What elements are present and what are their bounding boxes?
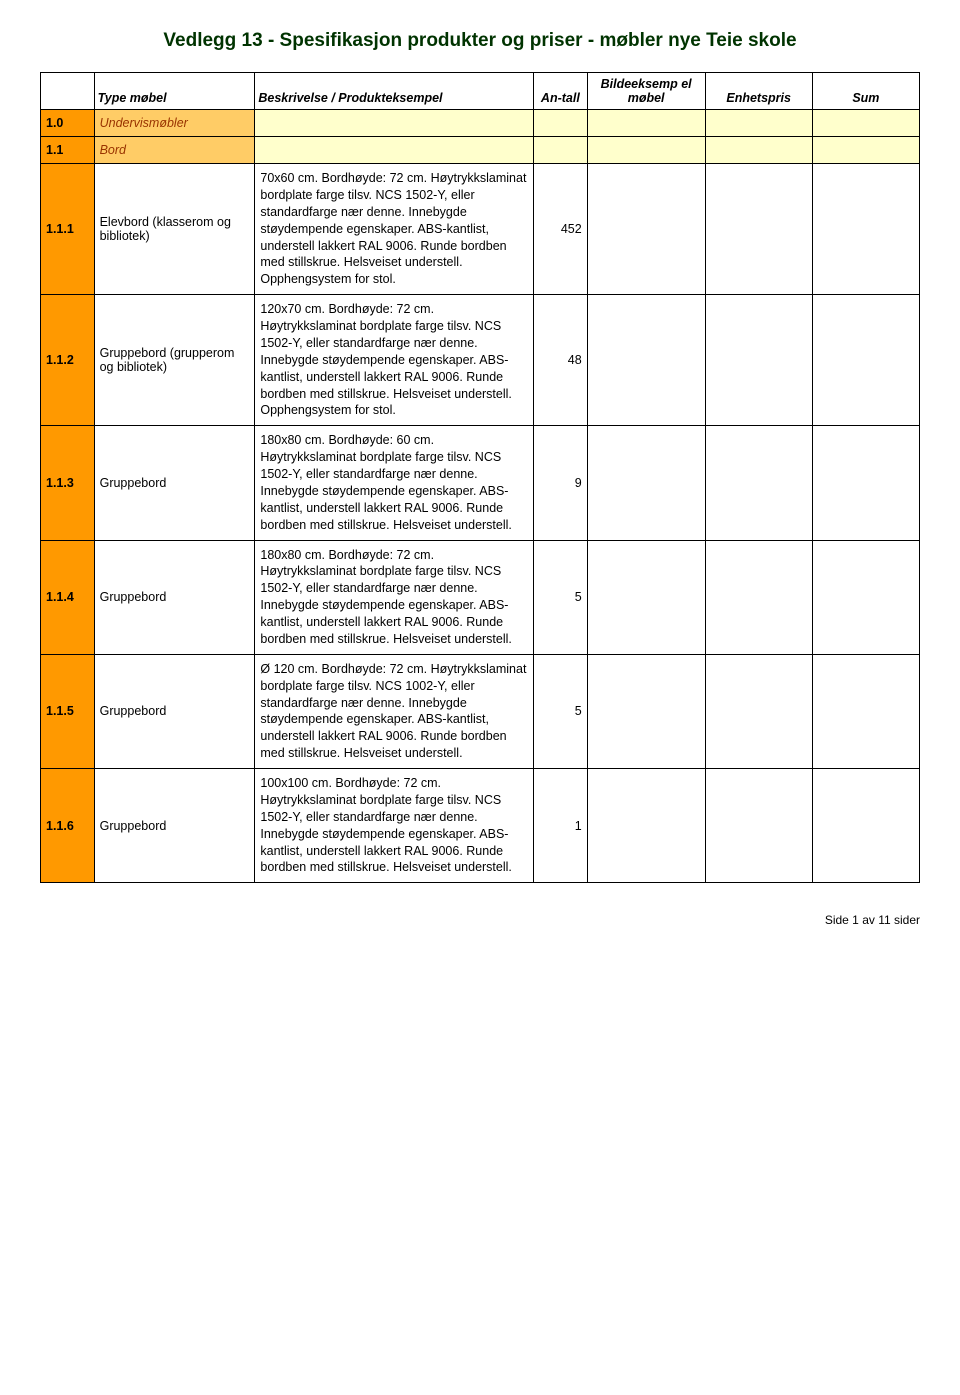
row-id: 1.1.5: [41, 654, 95, 768]
row-desc: 180x80 cm. Bordhøyde: 60 cm. Høytrykksla…: [255, 426, 534, 540]
row-desc: 120x70 cm. Bordhøyde: 72 cm. Høytrykksla…: [255, 295, 534, 426]
row-type: Gruppebord: [94, 769, 255, 883]
row-antall: 5: [534, 654, 588, 768]
header-row: Type møbel Beskrivelse / Produkteksempel…: [41, 73, 920, 110]
section-id: 1.0: [41, 110, 95, 137]
row-sum: [812, 540, 919, 654]
spec-table: Type møbel Beskrivelse / Produkteksempel…: [40, 72, 920, 883]
row-desc: Ø 120 cm. Bordhøyde: 72 cm. Høytrykkslam…: [255, 654, 534, 768]
table-row: 1.1.4Gruppebord180x80 cm. Bordhøyde: 72 …: [41, 540, 920, 654]
row-price: [705, 164, 812, 295]
row-sum: [812, 295, 919, 426]
row-sum: [812, 426, 919, 540]
row-price: [705, 426, 812, 540]
row-type: Gruppebord: [94, 540, 255, 654]
section-empty: [705, 110, 812, 137]
header-id: [41, 73, 95, 110]
row-desc: 70x60 cm. Bordhøyde: 72 cm. Høytrykkslam…: [255, 164, 534, 295]
row-price: [705, 540, 812, 654]
section-empty: [255, 110, 534, 137]
section-row: 1.0Undervismøbler: [41, 110, 920, 137]
row-type: Elevbord (klasserom og bibliotek): [94, 164, 255, 295]
row-image: [587, 769, 705, 883]
section-label: Undervismøbler: [94, 110, 255, 137]
section-label: Bord: [94, 137, 255, 164]
row-id: 1.1.2: [41, 295, 95, 426]
section-row: 1.1Bord: [41, 137, 920, 164]
section-empty: [705, 137, 812, 164]
row-antall: 452: [534, 164, 588, 295]
row-image: [587, 426, 705, 540]
table-row: 1.1.3Gruppebord180x80 cm. Bordhøyde: 60 …: [41, 426, 920, 540]
header-image: Bildeeksemp el møbel: [587, 73, 705, 110]
header-antall: An-tall: [534, 73, 588, 110]
row-type: Gruppebord: [94, 654, 255, 768]
section-id: 1.1: [41, 137, 95, 164]
table-row: 1.1.2Gruppebord (grupperom og bibliotek)…: [41, 295, 920, 426]
section-empty: [812, 110, 919, 137]
row-sum: [812, 769, 919, 883]
header-price: Enhetspris: [705, 73, 812, 110]
row-type: Gruppebord: [94, 426, 255, 540]
table-row: 1.1.6Gruppebord100x100 cm. Bordhøyde: 72…: [41, 769, 920, 883]
row-image: [587, 654, 705, 768]
section-empty: [255, 137, 534, 164]
row-sum: [812, 654, 919, 768]
table-row: 1.1.5GruppebordØ 120 cm. Bordhøyde: 72 c…: [41, 654, 920, 768]
header-sum: Sum: [812, 73, 919, 110]
page-footer: Side 1 av 11 sider: [40, 913, 920, 927]
row-id: 1.1.3: [41, 426, 95, 540]
row-price: [705, 654, 812, 768]
row-type: Gruppebord (grupperom og bibliotek): [94, 295, 255, 426]
section-empty: [587, 110, 705, 137]
row-antall: 5: [534, 540, 588, 654]
row-image: [587, 540, 705, 654]
row-id: 1.1.6: [41, 769, 95, 883]
section-empty: [812, 137, 919, 164]
row-id: 1.1.4: [41, 540, 95, 654]
row-image: [587, 295, 705, 426]
row-antall: 1: [534, 769, 588, 883]
header-type: Type møbel: [94, 73, 255, 110]
row-image: [587, 164, 705, 295]
row-id: 1.1.1: [41, 164, 95, 295]
row-desc: 180x80 cm. Bordhøyde: 72 cm. Høytrykksla…: [255, 540, 534, 654]
row-antall: 48: [534, 295, 588, 426]
document-title: Vedlegg 13 - Spesifikasjon produkter og …: [40, 30, 920, 52]
header-desc: Beskrivelse / Produkteksempel: [255, 73, 534, 110]
table-row: 1.1.1Elevbord (klasserom og bibliotek)70…: [41, 164, 920, 295]
row-price: [705, 295, 812, 426]
section-empty: [587, 137, 705, 164]
row-price: [705, 769, 812, 883]
row-sum: [812, 164, 919, 295]
section-empty: [534, 137, 588, 164]
row-desc: 100x100 cm. Bordhøyde: 72 cm. Høytrykksl…: [255, 769, 534, 883]
row-antall: 9: [534, 426, 588, 540]
section-empty: [534, 110, 588, 137]
